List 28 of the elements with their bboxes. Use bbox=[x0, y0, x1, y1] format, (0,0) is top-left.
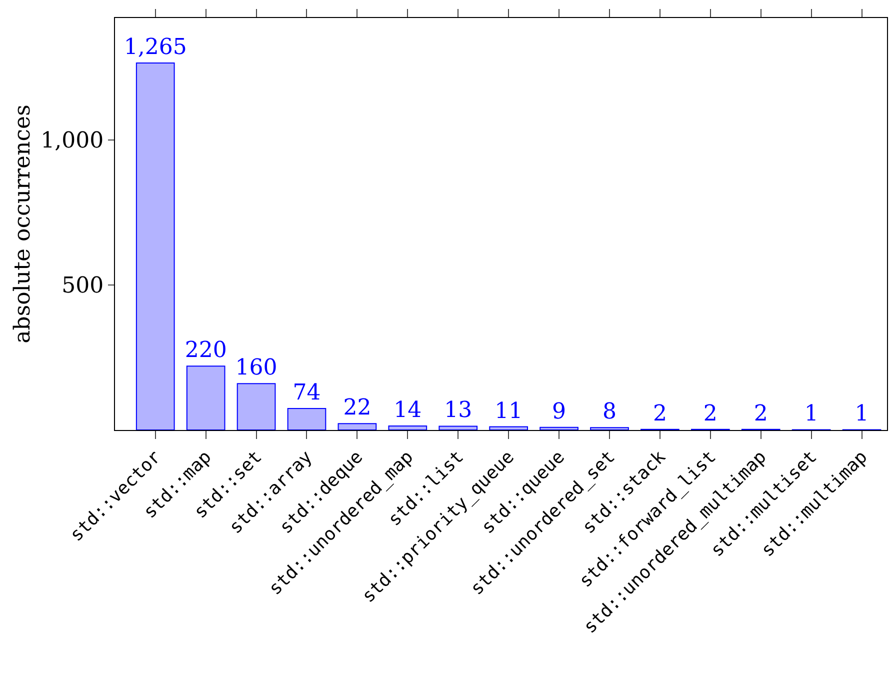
bar bbox=[540, 426, 578, 430]
bar bbox=[287, 408, 326, 430]
data-label: 1 bbox=[804, 402, 818, 427]
data-label: 8 bbox=[602, 400, 616, 425]
y-tick-label: 500 bbox=[62, 274, 104, 299]
data-label: 1 bbox=[854, 402, 869, 427]
data-label: 14 bbox=[394, 398, 422, 423]
bar bbox=[136, 62, 175, 430]
data-label: 160 bbox=[235, 356, 278, 381]
bar bbox=[388, 425, 428, 430]
data-label: 11 bbox=[494, 398, 523, 424]
data-label: 1,265 bbox=[124, 34, 187, 60]
y-axis-title: absolute occurrences bbox=[10, 104, 36, 344]
bar bbox=[489, 426, 528, 430]
data-label: 22 bbox=[343, 396, 372, 421]
bar bbox=[236, 383, 276, 430]
y-tick-label: 1,000 bbox=[40, 128, 104, 154]
data-label: 13 bbox=[444, 398, 472, 424]
data-label: 2 bbox=[652, 401, 667, 426]
data-label: 220 bbox=[184, 338, 227, 364]
bar bbox=[186, 366, 226, 430]
bar bbox=[438, 426, 478, 430]
data-label: 9 bbox=[552, 399, 566, 424]
data-label: 2 bbox=[703, 401, 718, 426]
data-label: 74 bbox=[292, 380, 321, 406]
bar bbox=[590, 427, 629, 430]
data-label: 2 bbox=[754, 401, 768, 426]
bar bbox=[338, 423, 377, 430]
